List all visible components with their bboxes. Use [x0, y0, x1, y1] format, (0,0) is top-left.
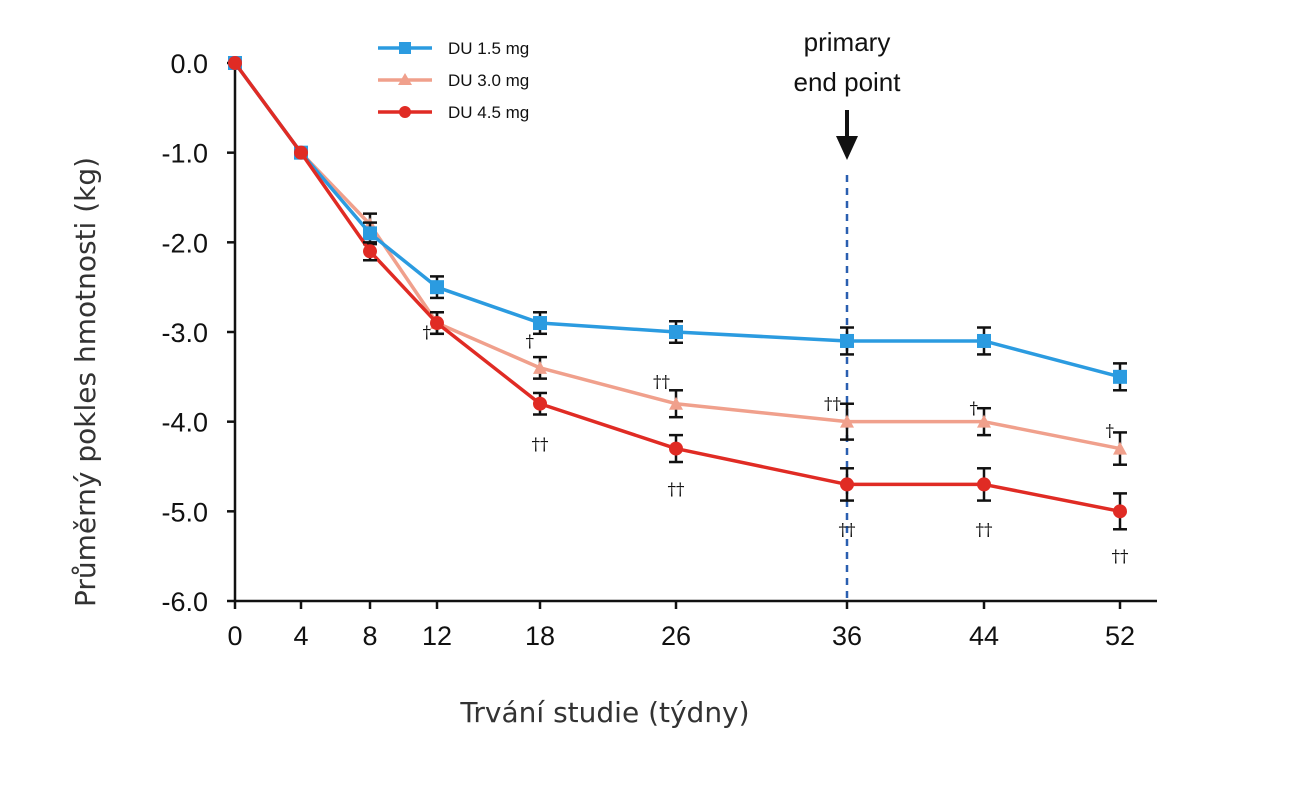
down-arrow-icon	[836, 110, 858, 160]
y-tick-label: -4.0	[161, 408, 208, 438]
series-du-3-0-mg	[228, 56, 1127, 466]
significance-mark: †	[526, 332, 535, 352]
y-tick-label: -6.0	[161, 587, 208, 617]
data-point	[430, 316, 444, 331]
significance-mark: †	[1106, 422, 1115, 442]
data-point	[1113, 369, 1127, 384]
data-point	[669, 441, 683, 456]
x-tick-label: 8	[362, 621, 377, 651]
legend: DU 1.5 mg DU 3.0 mg DU 4.5 mg	[378, 39, 529, 122]
significance-mark: ††	[839, 520, 857, 540]
series-du-1-5-mg	[228, 56, 1127, 392]
data-point	[1113, 504, 1127, 519]
significance-mark: ††	[824, 395, 842, 415]
data-point	[977, 477, 991, 492]
data-point	[533, 396, 547, 411]
significance-mark: ††	[532, 435, 550, 455]
x-tick-label: 26	[661, 621, 691, 651]
x-tick-label: 0	[227, 621, 242, 651]
y-tick-label: -5.0	[161, 497, 208, 527]
series-layer	[228, 56, 1127, 531]
arrow-head	[836, 136, 858, 160]
x-tick-label: 36	[832, 621, 862, 651]
data-point	[294, 145, 308, 160]
legend-label: DU 3.0 mg	[448, 71, 529, 90]
y-tick-label: -1.0	[161, 139, 208, 169]
significance-mark: ††	[976, 520, 994, 540]
data-point	[977, 333, 991, 348]
y-axis-title: Průměrný pokles hmotnosti (kg)	[69, 157, 102, 607]
primary-endpoint-annotation: primary end point	[794, 27, 902, 601]
legend-entry: DU 4.5 mg	[378, 103, 529, 122]
data-point	[363, 244, 377, 259]
endpoint-label-line1: primary	[804, 27, 891, 57]
legend-marker	[398, 73, 412, 85]
y-tick-label: -2.0	[161, 228, 208, 258]
y-tick-label: -3.0	[161, 318, 208, 348]
legend-label: DU 4.5 mg	[448, 103, 529, 122]
x-tick-label: 44	[969, 621, 999, 651]
data-point	[840, 414, 854, 428]
data-point	[430, 280, 444, 295]
data-point	[840, 333, 854, 348]
data-point	[533, 360, 547, 374]
y-tick-label: 0.0	[170, 49, 208, 79]
data-point	[977, 414, 991, 428]
significance-mark: ††	[668, 480, 686, 500]
x-tick-label: 12	[422, 621, 452, 651]
data-point	[840, 477, 854, 492]
legend-label: DU 1.5 mg	[448, 39, 529, 58]
x-ticks: 0 4 8 12 18 26 36 44 52	[227, 601, 1135, 651]
legend-entry: DU 3.0 mg	[378, 71, 529, 90]
legend-marker	[399, 42, 411, 54]
legend-marker	[399, 106, 411, 118]
x-axis-title: Trvání studie (týdny)	[459, 696, 749, 729]
x-tick-label: 18	[525, 621, 555, 651]
endpoint-label-line2: end point	[794, 67, 902, 97]
significance-marks: † †††††††††††††††††	[423, 323, 1130, 567]
data-point	[669, 396, 683, 410]
significance-mark: †	[970, 399, 979, 419]
data-point	[533, 316, 547, 331]
legend-entry: DU 1.5 mg	[378, 39, 529, 58]
significance-mark: †	[423, 323, 432, 343]
y-ticks: 0.0 -1.0 -2.0 -3.0 -4.0 -5.0 -6.0	[161, 49, 235, 617]
series-du-4-5-mg	[228, 56, 1127, 531]
x-tick-label: 4	[293, 621, 308, 651]
data-point	[363, 226, 377, 241]
significance-mark: ††	[1112, 547, 1130, 567]
data-point	[1113, 441, 1127, 455]
x-tick-label: 52	[1105, 621, 1135, 651]
significance-mark: ††	[653, 372, 671, 392]
data-point	[228, 56, 242, 70]
data-point	[669, 325, 683, 339]
